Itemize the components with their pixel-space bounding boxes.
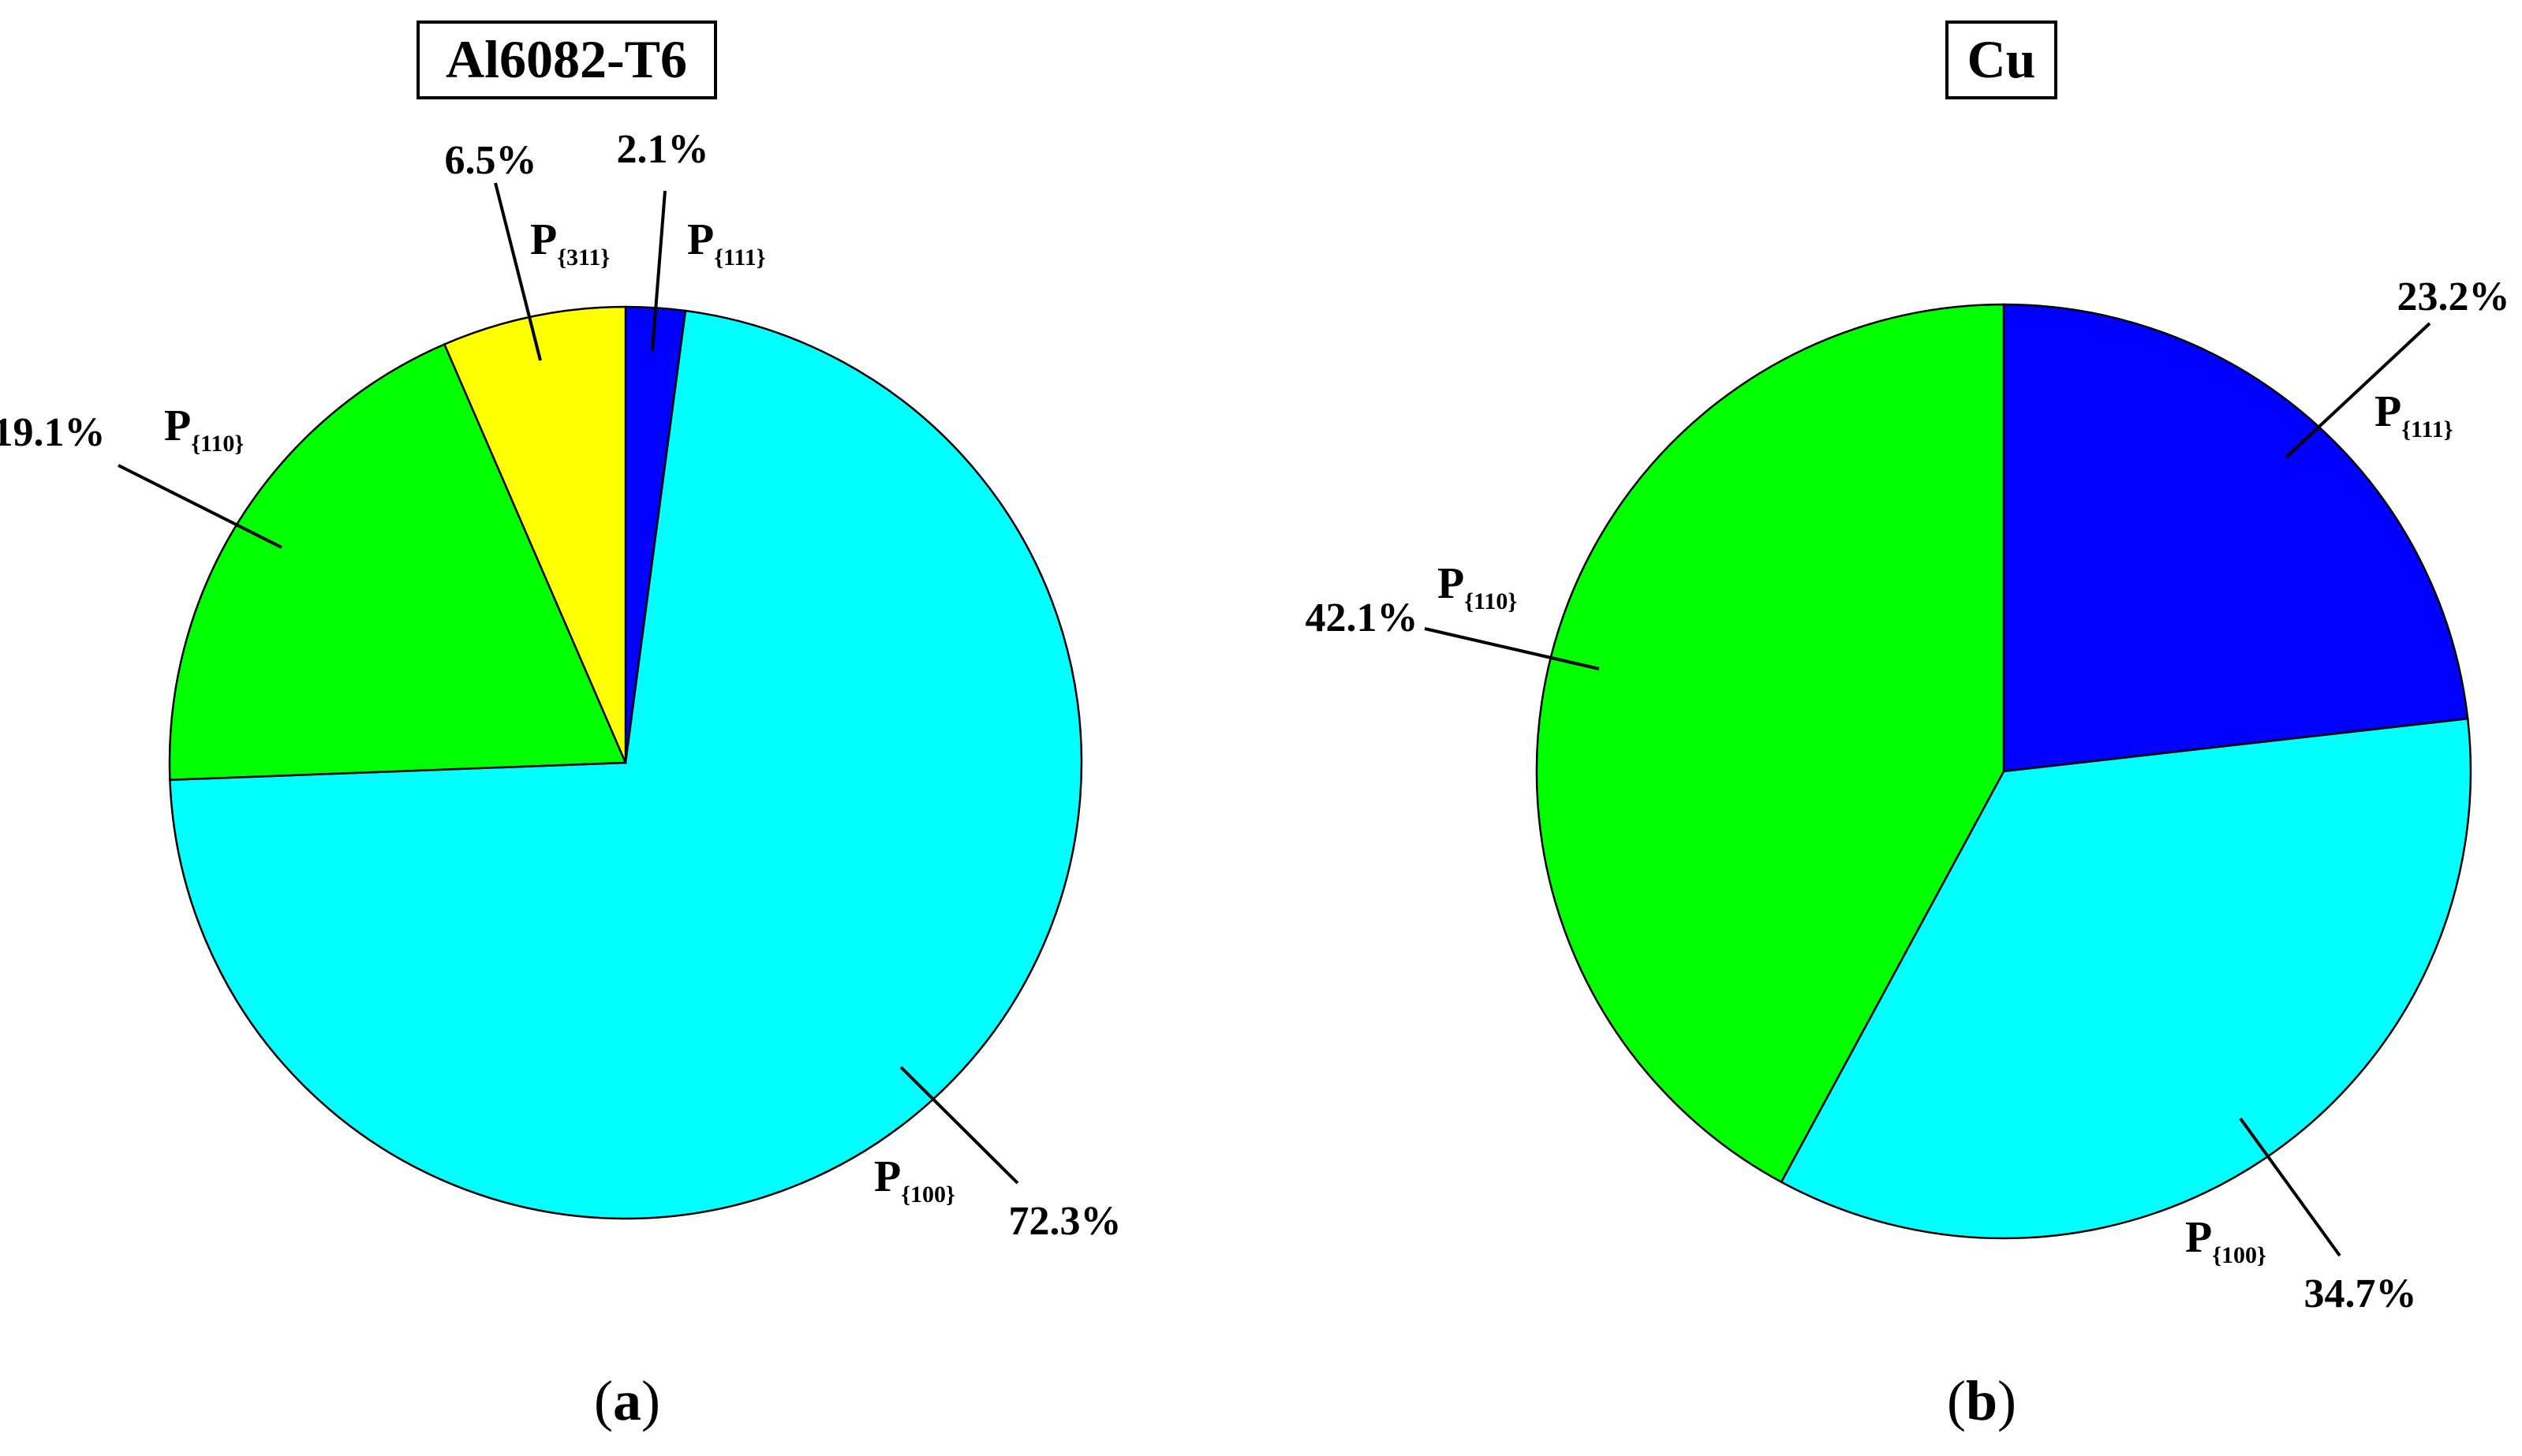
panel-label: (b) [1947,1369,2016,1432]
panel-label: (a) [594,1369,660,1432]
chart-title: Cu [1967,29,2036,89]
slice-name-label: P{100} [874,1152,955,1208]
pie-callouts: 2.1% P{111} 72.3% P{100} 19.1% P{110} 6.5% P{31… [0,127,1122,1244]
slice-percent-label: 72.3% [1009,1199,1122,1244]
pie-callouts: 23.2% P{111} 34.7% P{100} 42.1% P{110} [1306,274,2510,1316]
slice-percent-label: 34.7% [2304,1271,2417,1316]
leader-line [1424,627,1600,670]
leader-line [2285,322,2431,459]
slice-percent-label: 6.5% [445,138,537,183]
chart-title: Al6082-T6 [446,29,687,89]
panel-letter: a [613,1369,641,1432]
pie-chart-al6082: Al6082-T6 2.1% P{111} 72.3% P{100} 19.1% P{11… [0,21,1122,1432]
pie-slice [1780,717,2472,1240]
chart-title-box [1945,21,2057,99]
pie-slice [2002,303,2469,773]
panel-letter: b [1966,1369,1997,1432]
chart-title-box [417,21,717,99]
slice-name-label: P{100} [2185,1213,2266,1268]
pie-slice [168,342,627,782]
slice-name-label: P{311} [530,215,610,271]
slice-name-label: P{111} [2374,387,2453,442]
leader-line [118,464,282,549]
leader-line [651,190,667,352]
slice-percent-label: 2.1% [617,127,709,172]
slice-percent-label: 42.1% [1306,595,1418,640]
slice-name-label: P{110} [1437,559,1517,614]
slice-name-label: P{110} [164,401,244,457]
pie-slices [168,305,1083,1220]
leader-line [899,1066,1019,1185]
pie-slice [443,305,627,763]
slice-name-label: P{111} [687,215,766,271]
pie-slices [1535,303,2472,1240]
leader-line [2239,1117,2341,1257]
slice-percent-label: 23.2% [2397,274,2510,319]
pie-chart-cu: Cu 23.2% P{111} 34.7% P{100} 42.1% P{110} (b) [1306,21,2510,1432]
slice-percent-label: 19.1% [0,410,106,455]
leader-line [494,182,542,361]
